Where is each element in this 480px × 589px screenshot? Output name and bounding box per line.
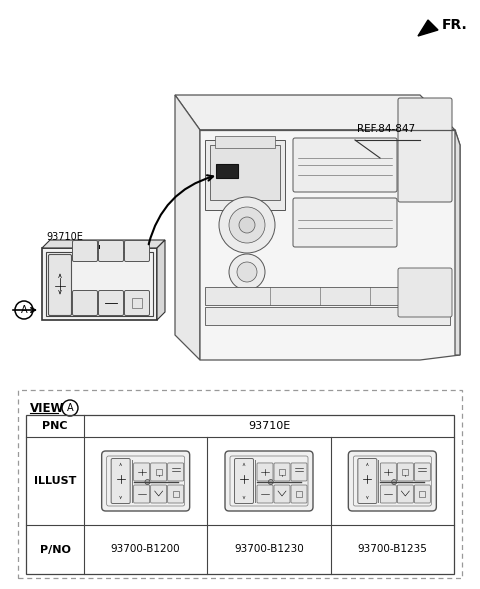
Bar [18,390,462,578]
FancyBboxPatch shape [293,138,397,192]
FancyBboxPatch shape [98,240,123,262]
Bar [205,287,450,305]
Bar [173,491,179,497]
Polygon shape [175,95,200,360]
Text: 93710E: 93710E [248,421,290,431]
FancyBboxPatch shape [380,463,396,481]
Circle shape [219,197,275,253]
Text: REF.84-847: REF.84-847 [357,124,415,134]
FancyBboxPatch shape [124,240,149,262]
FancyBboxPatch shape [98,290,123,316]
FancyBboxPatch shape [291,485,307,503]
FancyBboxPatch shape [397,485,413,503]
FancyBboxPatch shape [380,485,396,503]
FancyBboxPatch shape [151,463,167,481]
Text: A: A [67,403,73,413]
Text: 93700-B1230: 93700-B1230 [234,544,304,554]
Text: 93700-B1200: 93700-B1200 [111,544,180,554]
FancyBboxPatch shape [111,458,130,504]
Text: FR.: FR. [442,18,468,32]
FancyBboxPatch shape [48,254,72,316]
Circle shape [239,217,255,233]
Bar [26,415,454,574]
FancyBboxPatch shape [257,463,273,481]
Polygon shape [175,95,455,130]
Circle shape [15,301,33,319]
Bar [216,164,238,178]
FancyBboxPatch shape [398,98,452,202]
Bar [132,298,142,308]
FancyBboxPatch shape [293,198,397,247]
FancyBboxPatch shape [133,485,150,503]
Bar [279,469,285,475]
Bar [402,469,408,475]
FancyBboxPatch shape [168,485,184,503]
FancyBboxPatch shape [274,485,290,503]
FancyBboxPatch shape [133,463,150,481]
Text: 93700-B1235: 93700-B1235 [358,544,427,554]
Circle shape [268,479,273,485]
FancyBboxPatch shape [257,485,273,503]
Circle shape [62,400,78,416]
FancyBboxPatch shape [168,463,184,481]
FancyBboxPatch shape [235,458,253,504]
Bar [156,469,162,475]
FancyBboxPatch shape [72,290,97,316]
Text: VIEW: VIEW [30,402,64,415]
Bar [296,491,302,497]
Polygon shape [418,20,438,36]
Polygon shape [455,130,460,355]
Bar [46,252,153,316]
Bar [210,145,280,200]
Polygon shape [157,240,165,320]
FancyBboxPatch shape [397,463,413,481]
FancyBboxPatch shape [348,451,436,511]
Polygon shape [200,130,460,360]
Text: P/NO: P/NO [39,544,71,554]
FancyBboxPatch shape [151,485,167,503]
FancyBboxPatch shape [274,463,290,481]
Polygon shape [205,140,285,210]
FancyBboxPatch shape [124,290,149,316]
Text: ILLUST: ILLUST [34,476,76,486]
FancyBboxPatch shape [358,458,377,504]
Polygon shape [42,248,157,320]
Bar [205,307,450,325]
Text: A: A [21,305,27,315]
FancyBboxPatch shape [414,485,431,503]
Bar [420,491,425,497]
Circle shape [237,262,257,282]
FancyBboxPatch shape [102,451,190,511]
Circle shape [392,479,396,485]
Polygon shape [42,240,165,248]
Bar [215,136,275,148]
Circle shape [229,207,265,243]
FancyBboxPatch shape [72,240,97,262]
FancyBboxPatch shape [398,268,452,317]
Text: 93710E: 93710E [46,232,83,242]
Circle shape [145,479,150,485]
Circle shape [229,254,265,290]
Text: PNC: PNC [42,421,68,431]
FancyBboxPatch shape [225,451,313,511]
FancyBboxPatch shape [414,463,431,481]
FancyBboxPatch shape [291,463,307,481]
